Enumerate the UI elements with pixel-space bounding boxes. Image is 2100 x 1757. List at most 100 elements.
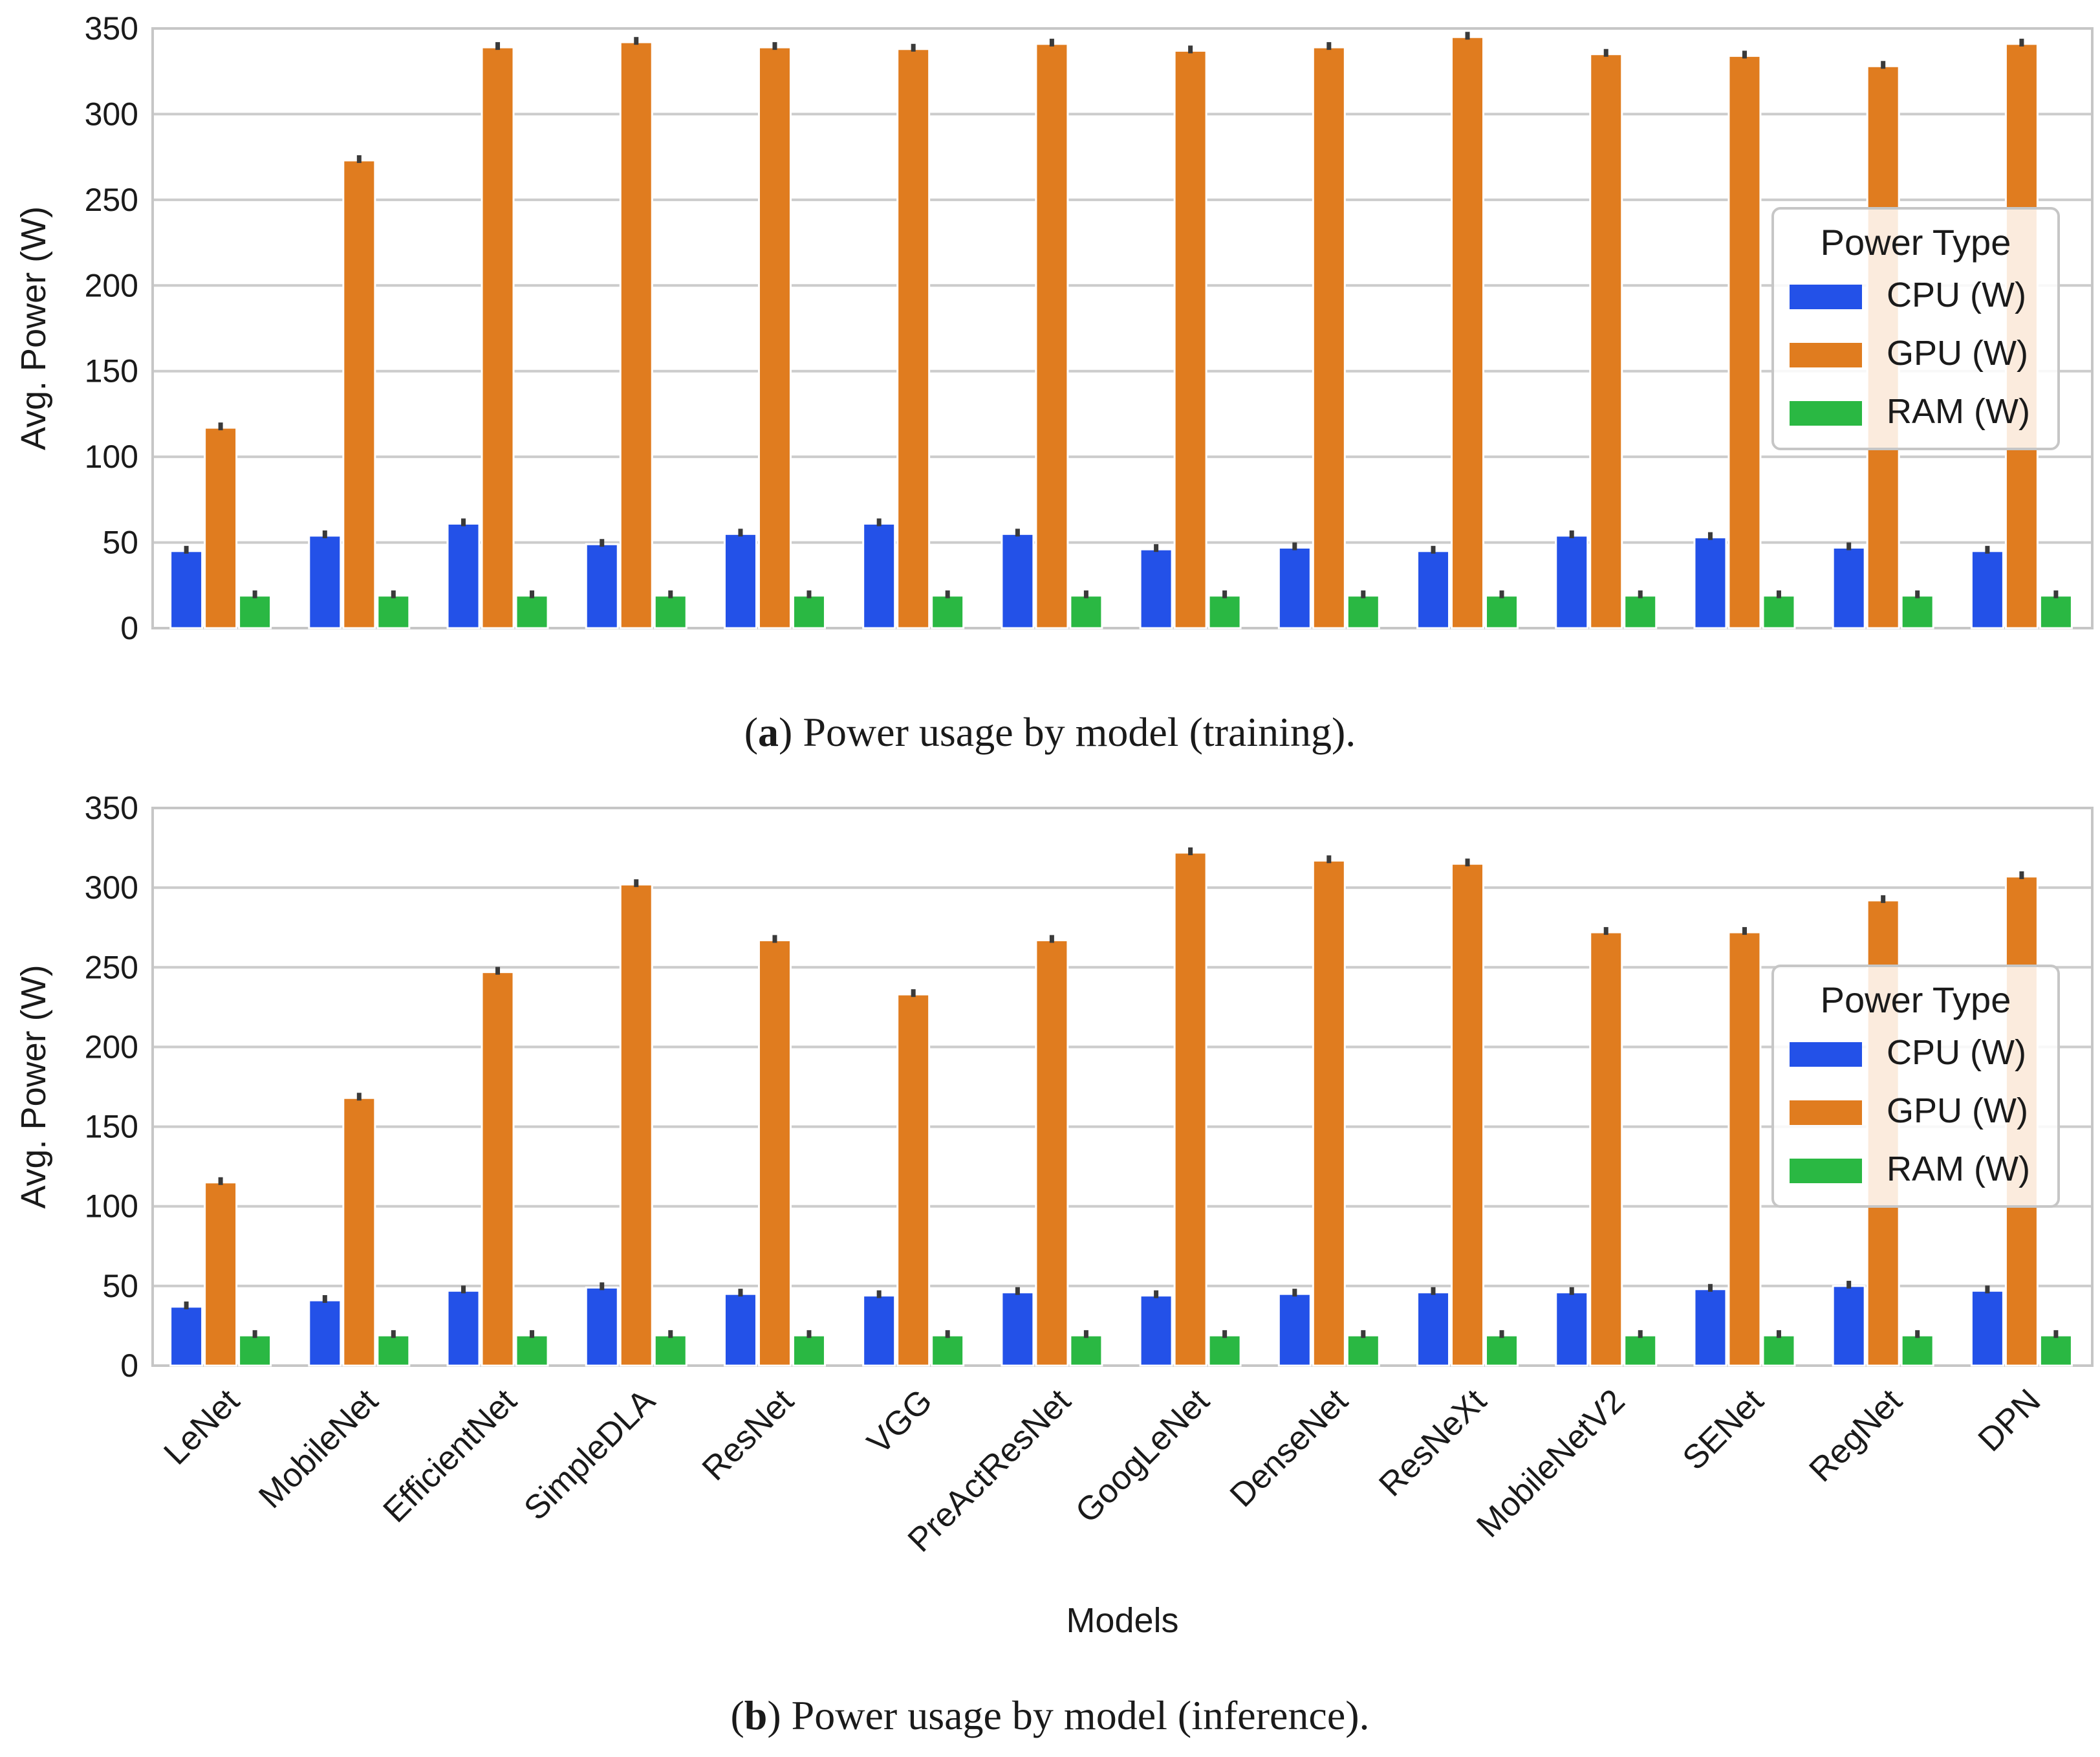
- inference-bar-cpu-regnet: [1832, 1285, 1866, 1367]
- inference-bar-gpu-preactresnet: [1035, 939, 1069, 1367]
- training-legend-swatch-ram: [1790, 401, 1862, 426]
- inference-bar-cpu-simpledla: [585, 1286, 619, 1367]
- inference-bar-ram-resnet: [792, 1334, 826, 1367]
- chart-inference: 0 50 100 150 200 250 300 350 Avg. Power (W) LeNet…: [14, 790, 2094, 1640]
- training-legend-label-gpu: GPU (W): [1887, 334, 2028, 373]
- inference-bar-gpu-simpledla: [619, 883, 653, 1367]
- inference-legend-swatch-ram: [1790, 1159, 1862, 1183]
- inference-bar-cpu-mobilenet: [308, 1299, 342, 1367]
- chart-training: 0 50 100 150 200 250 300 350 Avg. Power (W) Power…: [14, 10, 2094, 646]
- training-bar-ram-regnet: [1900, 595, 1934, 629]
- training-legend-title: Power Type: [1821, 222, 2011, 263]
- training-bar-ram-senet: [1762, 595, 1796, 629]
- caption-inference-open: (: [730, 1692, 744, 1738]
- caption-inference: (b) Power usage by model (inference).: [0, 1692, 2100, 1740]
- inference-bar-cpu-senet: [1693, 1288, 1727, 1367]
- inference-legend-swatch-cpu: [1790, 1042, 1862, 1067]
- training-legend-label-ram: RAM (W): [1887, 392, 2030, 431]
- inference-legend-title: Power Type: [1821, 979, 2011, 1020]
- inference-legend-label-cpu: CPU (W): [1887, 1033, 2026, 1072]
- training-bar-cpu-lenet: [169, 550, 204, 629]
- caption-training: (a) Power usage by model (training).: [0, 708, 2100, 756]
- training-bar-ram-lenet: [238, 595, 272, 629]
- training-bar-gpu-lenet: [204, 426, 238, 629]
- training-bar-ram-resnet: [792, 595, 826, 629]
- inference-legend-label-gpu: GPU (W): [1887, 1091, 2028, 1130]
- inference-bar-gpu-efficientnet: [481, 971, 515, 1367]
- inference-axes-frame: [151, 807, 2094, 1367]
- inference-bar-ram-mobilenetv2: [1623, 1334, 1658, 1367]
- training-bar-gpu-mobilenetv2: [1589, 53, 1623, 629]
- training-bar-gpu-resnext: [1451, 36, 1485, 629]
- training-bar-gpu-senet: [1727, 54, 1762, 629]
- training-bar-cpu-densenet: [1277, 547, 1312, 629]
- inference-bar-gpu-mobilenetv2: [1589, 931, 1623, 1367]
- inference-bar-gpu-googlenet: [1173, 851, 1207, 1367]
- inference-bar-gpu-resnext: [1451, 862, 1485, 1367]
- training-bar-gpu-simpledla: [619, 41, 653, 629]
- training-bar-gpu-preactresnet: [1035, 43, 1069, 629]
- inference-xtick-label: MobileNet: [252, 1382, 385, 1516]
- caption-training-open: (: [744, 709, 759, 755]
- inference-bar-cpu-preactresnet: [1001, 1291, 1035, 1367]
- inference-bar-gpu-densenet: [1312, 859, 1346, 1367]
- inference-xtick-label: LeNet: [157, 1382, 247, 1472]
- training-bar-cpu-simpledla: [585, 543, 619, 629]
- inference-ytick-label: 200: [85, 1029, 138, 1065]
- training-bar-ram-preactresnet: [1069, 595, 1103, 629]
- training-bar-cpu-dpn: [1970, 550, 2004, 629]
- inference-bar-cpu-densenet: [1277, 1293, 1312, 1367]
- training-bar-ram-densenet: [1346, 595, 1380, 629]
- training-bar-gpu-resnet: [757, 46, 792, 629]
- inference-ytick-label: 100: [85, 1188, 138, 1225]
- inference-bar-ram-lenet: [238, 1334, 272, 1367]
- inference-ytick-label: 150: [85, 1109, 138, 1145]
- training-ylabel: Avg. Power (W): [14, 206, 53, 450]
- training-bar-cpu-preactresnet: [1001, 532, 1035, 629]
- inference-bar-ram-efficientnet: [515, 1334, 549, 1367]
- inference-ytick-label: 0: [120, 1348, 138, 1384]
- training-bar-gpu-vgg: [896, 48, 931, 629]
- training-legend-label-cpu: CPU (W): [1887, 276, 2026, 314]
- inference-xtick-label: DenseNet: [1223, 1382, 1356, 1514]
- inference-bar-ram-senet: [1762, 1334, 1796, 1367]
- caption-inference-label: b: [744, 1692, 768, 1738]
- inference-bar-cpu-lenet: [169, 1305, 204, 1367]
- inference-xtick-label: RegNet: [1802, 1382, 1909, 1489]
- inference-legend-box: [1771, 965, 2060, 1208]
- inference-xtick-label: SimpleDLA: [517, 1382, 662, 1527]
- inference-ytick-label: 50: [102, 1268, 138, 1304]
- caption-training-text: ) Power usage by model (training).: [779, 709, 1356, 755]
- inference-bar-gpu-mobilenet: [342, 1097, 376, 1367]
- inference-xtick-label: DPN: [1971, 1382, 2048, 1459]
- inference-bar-gpu-resnet: [757, 939, 792, 1367]
- training-bar-ram-resnext: [1485, 595, 1519, 629]
- inference-xlabel: Models: [1066, 1601, 1178, 1640]
- inference-ylabel: Avg. Power (W): [14, 965, 53, 1208]
- inference-bar-ram-regnet: [1900, 1334, 1934, 1367]
- training-bar-ram-vgg: [931, 595, 965, 629]
- training-bar-gpu-mobilenet: [342, 159, 376, 629]
- training-bar-cpu-mobilenet: [308, 534, 342, 629]
- training-bar-gpu-efficientnet: [481, 46, 515, 629]
- inference-xtick-label: MobileNetV2: [1469, 1382, 1632, 1545]
- inference-ytick-label: 250: [85, 949, 138, 985]
- inference-bar-gpu-vgg: [896, 993, 931, 1367]
- inference-bar-cpu-efficientnet: [446, 1289, 481, 1367]
- inference-xtick-label: SENet: [1676, 1382, 1771, 1478]
- inference-bar-cpu-vgg: [862, 1294, 896, 1367]
- training-legend-swatch-gpu: [1790, 343, 1862, 367]
- inference-ytick-label: 350: [85, 790, 138, 826]
- inference-xtick-label: GoogLeNet: [1068, 1382, 1217, 1530]
- inference-xtick-label: ResNet: [695, 1382, 801, 1488]
- inference-bar-ram-googlenet: [1207, 1334, 1242, 1367]
- training-bar-cpu-resnet: [723, 532, 757, 629]
- training-bar-cpu-mobilenetv2: [1555, 534, 1589, 629]
- inference-bar-ram-densenet: [1346, 1334, 1380, 1367]
- training-legend-swatch-cpu: [1790, 285, 1862, 309]
- training-ytick-label: 150: [85, 353, 138, 389]
- training-bar-cpu-efficientnet: [446, 522, 481, 629]
- inference-bar-cpu-resnext: [1416, 1291, 1451, 1367]
- training-ytick-label: 350: [85, 10, 138, 47]
